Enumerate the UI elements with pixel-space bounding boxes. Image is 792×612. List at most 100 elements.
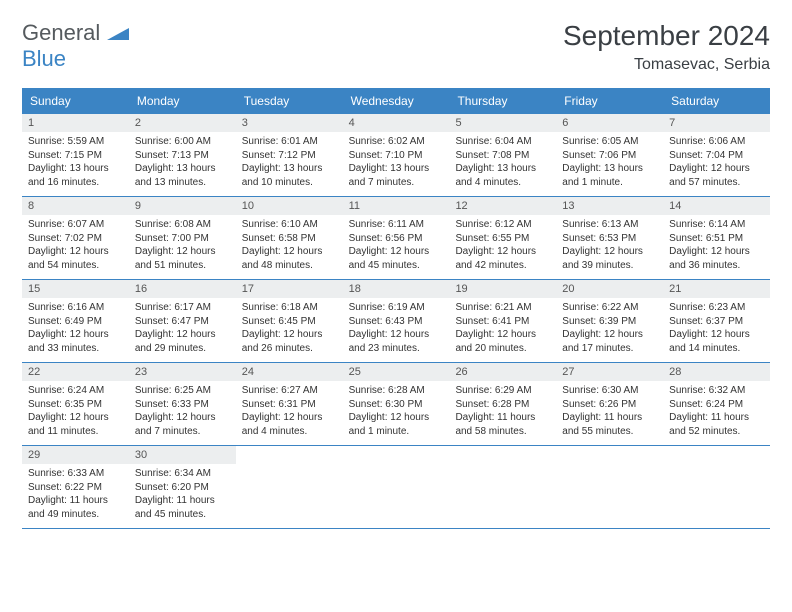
day-cell: 18Sunrise: 6:19 AMSunset: 6:43 PMDayligh… bbox=[343, 280, 450, 362]
day-line: Sunrise: 6:29 AM bbox=[455, 384, 550, 398]
day-line: Daylight: 12 hours bbox=[349, 328, 444, 342]
day-line: Sunrise: 6:30 AM bbox=[562, 384, 657, 398]
day-line: and 20 minutes. bbox=[455, 342, 550, 356]
day-cell: 17Sunrise: 6:18 AMSunset: 6:45 PMDayligh… bbox=[236, 280, 343, 362]
day-line: Sunrise: 6:24 AM bbox=[28, 384, 123, 398]
day-line: Sunrise: 6:16 AM bbox=[28, 301, 123, 315]
day-line: Daylight: 12 hours bbox=[135, 411, 230, 425]
day-line: Sunset: 6:41 PM bbox=[455, 315, 550, 329]
day-cell: 23Sunrise: 6:25 AMSunset: 6:33 PMDayligh… bbox=[129, 363, 236, 445]
day-cell-empty bbox=[663, 446, 770, 528]
day-line: Sunrise: 6:12 AM bbox=[455, 218, 550, 232]
weekday-header: Friday bbox=[556, 88, 663, 114]
day-line: Sunset: 7:06 PM bbox=[562, 149, 657, 163]
day-line: Sunrise: 6:05 AM bbox=[562, 135, 657, 149]
day-line: Daylight: 12 hours bbox=[562, 245, 657, 259]
day-line: Sunset: 6:37 PM bbox=[669, 315, 764, 329]
day-body: Sunrise: 6:17 AMSunset: 6:47 PMDaylight:… bbox=[129, 298, 236, 361]
day-cell: 1Sunrise: 5:59 AMSunset: 7:15 PMDaylight… bbox=[22, 114, 129, 196]
page-title: September 2024 bbox=[563, 20, 770, 52]
day-line: Sunrise: 6:07 AM bbox=[28, 218, 123, 232]
day-line: and 29 minutes. bbox=[135, 342, 230, 356]
day-line: Daylight: 12 hours bbox=[669, 245, 764, 259]
day-body: Sunrise: 6:29 AMSunset: 6:28 PMDaylight:… bbox=[449, 381, 556, 444]
day-line: Daylight: 12 hours bbox=[135, 328, 230, 342]
day-cell-empty bbox=[556, 446, 663, 528]
day-line: and 17 minutes. bbox=[562, 342, 657, 356]
day-line: Sunset: 6:20 PM bbox=[135, 481, 230, 495]
day-body: Sunrise: 6:01 AMSunset: 7:12 PMDaylight:… bbox=[236, 132, 343, 195]
day-line: Daylight: 13 hours bbox=[242, 162, 337, 176]
day-line: and 14 minutes. bbox=[669, 342, 764, 356]
day-line: Sunset: 7:12 PM bbox=[242, 149, 337, 163]
day-cell: 28Sunrise: 6:32 AMSunset: 6:24 PMDayligh… bbox=[663, 363, 770, 445]
day-cell: 3Sunrise: 6:01 AMSunset: 7:12 PMDaylight… bbox=[236, 114, 343, 196]
day-number: 12 bbox=[449, 197, 556, 215]
day-cell: 21Sunrise: 6:23 AMSunset: 6:37 PMDayligh… bbox=[663, 280, 770, 362]
day-number: 19 bbox=[449, 280, 556, 298]
week-row: 22Sunrise: 6:24 AMSunset: 6:35 PMDayligh… bbox=[22, 363, 770, 446]
day-line: and 57 minutes. bbox=[669, 176, 764, 190]
calendar: SundayMondayTuesdayWednesdayThursdayFrid… bbox=[22, 88, 770, 529]
day-number: 7 bbox=[663, 114, 770, 132]
day-number: 21 bbox=[663, 280, 770, 298]
day-number: 10 bbox=[236, 197, 343, 215]
day-number: 16 bbox=[129, 280, 236, 298]
day-line: Daylight: 13 hours bbox=[28, 162, 123, 176]
day-cell: 27Sunrise: 6:30 AMSunset: 6:26 PMDayligh… bbox=[556, 363, 663, 445]
day-cell: 7Sunrise: 6:06 AMSunset: 7:04 PMDaylight… bbox=[663, 114, 770, 196]
day-line: and 23 minutes. bbox=[349, 342, 444, 356]
day-cell: 14Sunrise: 6:14 AMSunset: 6:51 PMDayligh… bbox=[663, 197, 770, 279]
day-cell: 24Sunrise: 6:27 AMSunset: 6:31 PMDayligh… bbox=[236, 363, 343, 445]
day-line: Daylight: 13 hours bbox=[349, 162, 444, 176]
weeks-container: 1Sunrise: 5:59 AMSunset: 7:15 PMDaylight… bbox=[22, 114, 770, 529]
day-cell: 11Sunrise: 6:11 AMSunset: 6:56 PMDayligh… bbox=[343, 197, 450, 279]
day-line: and 45 minutes. bbox=[135, 508, 230, 522]
day-line: Daylight: 11 hours bbox=[135, 494, 230, 508]
day-body: Sunrise: 6:19 AMSunset: 6:43 PMDaylight:… bbox=[343, 298, 450, 361]
day-body: Sunrise: 6:10 AMSunset: 6:58 PMDaylight:… bbox=[236, 215, 343, 278]
day-cell: 26Sunrise: 6:29 AMSunset: 6:28 PMDayligh… bbox=[449, 363, 556, 445]
day-line: and 4 minutes. bbox=[455, 176, 550, 190]
day-line: and 1 minute. bbox=[349, 425, 444, 439]
day-cell: 8Sunrise: 6:07 AMSunset: 7:02 PMDaylight… bbox=[22, 197, 129, 279]
day-body: Sunrise: 6:07 AMSunset: 7:02 PMDaylight:… bbox=[22, 215, 129, 278]
week-row: 15Sunrise: 6:16 AMSunset: 6:49 PMDayligh… bbox=[22, 280, 770, 363]
day-cell: 20Sunrise: 6:22 AMSunset: 6:39 PMDayligh… bbox=[556, 280, 663, 362]
weekday-header-row: SundayMondayTuesdayWednesdayThursdayFrid… bbox=[22, 88, 770, 114]
week-row: 29Sunrise: 6:33 AMSunset: 6:22 PMDayligh… bbox=[22, 446, 770, 529]
day-line: Sunset: 6:45 PM bbox=[242, 315, 337, 329]
day-line: Sunset: 7:13 PM bbox=[135, 149, 230, 163]
day-line: Sunset: 7:15 PM bbox=[28, 149, 123, 163]
day-line: Daylight: 11 hours bbox=[28, 494, 123, 508]
day-body: Sunrise: 6:02 AMSunset: 7:10 PMDaylight:… bbox=[343, 132, 450, 195]
day-line: Sunrise: 6:25 AM bbox=[135, 384, 230, 398]
day-line: Sunrise: 6:13 AM bbox=[562, 218, 657, 232]
day-number: 2 bbox=[129, 114, 236, 132]
day-line: Sunset: 6:28 PM bbox=[455, 398, 550, 412]
location: Tomasevac, Serbia bbox=[563, 56, 770, 74]
day-number: 27 bbox=[556, 363, 663, 381]
day-line: Sunset: 6:30 PM bbox=[349, 398, 444, 412]
weekday-header: Sunday bbox=[22, 88, 129, 114]
day-line: Sunrise: 6:32 AM bbox=[669, 384, 764, 398]
day-line: Daylight: 11 hours bbox=[562, 411, 657, 425]
day-number: 8 bbox=[22, 197, 129, 215]
day-line: and 49 minutes. bbox=[28, 508, 123, 522]
day-cell: 4Sunrise: 6:02 AMSunset: 7:10 PMDaylight… bbox=[343, 114, 450, 196]
day-body: Sunrise: 6:21 AMSunset: 6:41 PMDaylight:… bbox=[449, 298, 556, 361]
day-body: Sunrise: 6:14 AMSunset: 6:51 PMDaylight:… bbox=[663, 215, 770, 278]
day-number: 18 bbox=[343, 280, 450, 298]
day-body: Sunrise: 5:59 AMSunset: 7:15 PMDaylight:… bbox=[22, 132, 129, 195]
day-line: Sunset: 7:10 PM bbox=[349, 149, 444, 163]
day-number: 11 bbox=[343, 197, 450, 215]
day-line: Sunset: 7:02 PM bbox=[28, 232, 123, 246]
day-line: and 1 minute. bbox=[562, 176, 657, 190]
day-number: 26 bbox=[449, 363, 556, 381]
day-line: Sunrise: 6:08 AM bbox=[135, 218, 230, 232]
day-body: Sunrise: 6:05 AMSunset: 7:06 PMDaylight:… bbox=[556, 132, 663, 195]
day-cell: 16Sunrise: 6:17 AMSunset: 6:47 PMDayligh… bbox=[129, 280, 236, 362]
day-line: Daylight: 12 hours bbox=[28, 328, 123, 342]
day-body: Sunrise: 6:13 AMSunset: 6:53 PMDaylight:… bbox=[556, 215, 663, 278]
day-line: and 13 minutes. bbox=[135, 176, 230, 190]
